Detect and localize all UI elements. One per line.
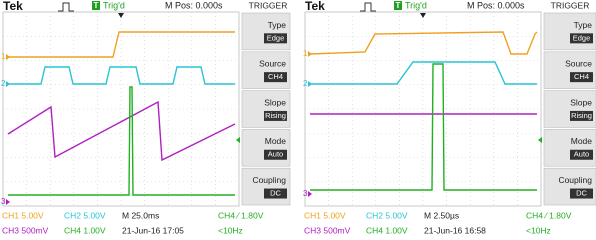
menu-item (544, 91, 596, 128)
menu-item (544, 129, 596, 166)
status-text: CH4 ⁄ 1.80V (526, 210, 572, 220)
status-text: CH2 5.00V (64, 210, 106, 220)
menu-label: Source (565, 59, 592, 69)
brand: Tek (305, 0, 325, 13)
channel-marker: 3 (1, 197, 6, 206)
status-text: CH3 500mV (304, 225, 351, 235)
trigger-pulse-icon (58, 3, 74, 11)
menu-item (242, 91, 290, 128)
trigger-status: Trig'd (405, 0, 427, 10)
scope-screen: Tek T Trig'd M Pos: 0.000s TRIGGER 1 2 3 Type Edg… (303, 0, 596, 235)
menu-label: Mode (265, 136, 287, 146)
brand: Tek (3, 0, 23, 13)
menu-label: Slope (264, 97, 286, 107)
channel-marker: 1 (303, 49, 308, 58)
position: M Pos: 0.000s (467, 0, 525, 10)
channel-marker: 2 (303, 79, 308, 88)
status-text: <10Hz (218, 225, 243, 235)
menu-item (544, 168, 596, 205)
status-text: CH4 1.00V (366, 225, 408, 235)
menu-value: Auto (574, 150, 589, 159)
menu-item (242, 129, 290, 166)
status-text: CH3 500mV (2, 225, 49, 235)
menu-value: DC (576, 189, 587, 198)
menu-label: Type (574, 20, 593, 30)
menu-label: Source (259, 59, 286, 69)
menu-value: Rising (571, 111, 592, 120)
status-icon: T (396, 1, 401, 10)
menu-value: Edge (267, 33, 285, 42)
status-icon: T (94, 1, 99, 10)
status-text: <10Hz (526, 225, 551, 235)
menu-value: CH4 (268, 72, 283, 81)
status-text: M 2.50µs (424, 210, 459, 220)
status-text: 21-Jun-16 16:58 (424, 225, 486, 235)
menu-value: Auto (268, 150, 283, 159)
status-text: M 25.0ms (122, 210, 159, 220)
page: Tek T Trig'd M Pos: 0.000s TRIGGER 1 2 3 Type Edg… (0, 0, 596, 240)
menu-item (242, 52, 290, 89)
channel-marker: 1 (1, 52, 6, 61)
menu-item (242, 13, 290, 50)
menu-value: Rising (265, 111, 286, 120)
status-text: CH1 5.00V (304, 210, 346, 220)
status-text: CH4 ⁄ 1.80V (218, 210, 264, 220)
trigger-pulse-icon (360, 3, 376, 11)
menu-label: Mode (571, 136, 593, 146)
status-text: CH2 5.00V (366, 210, 408, 220)
menu-title: TRIGGER (249, 0, 288, 10)
menu-item (544, 13, 596, 50)
menu-label: Coupling (252, 175, 286, 185)
menu-title: TRIGGER (551, 0, 590, 10)
status-text: CH4 1.00V (64, 225, 106, 235)
menu-item (544, 52, 596, 89)
scope-screen: Tek T Trig'd M Pos: 0.000s TRIGGER 1 2 3 Type Edg… (1, 0, 290, 235)
trigger-status: Trig'd (103, 0, 125, 10)
status-text: 21-Jun-16 17:05 (122, 225, 184, 235)
menu-label: Type (268, 20, 287, 30)
position: M Pos: 0.000s (165, 0, 223, 10)
channel-marker: 3 (303, 189, 308, 198)
menu-label: Slope (570, 97, 592, 107)
menu-value: CH4 (574, 72, 589, 81)
menu-value: DC (270, 189, 281, 198)
channel-marker: 2 (1, 79, 6, 88)
menu-item (242, 168, 290, 205)
menu-label: Coupling (558, 175, 592, 185)
menu-value: Edge (573, 33, 591, 42)
status-text: CH1 5.00V (2, 210, 44, 220)
